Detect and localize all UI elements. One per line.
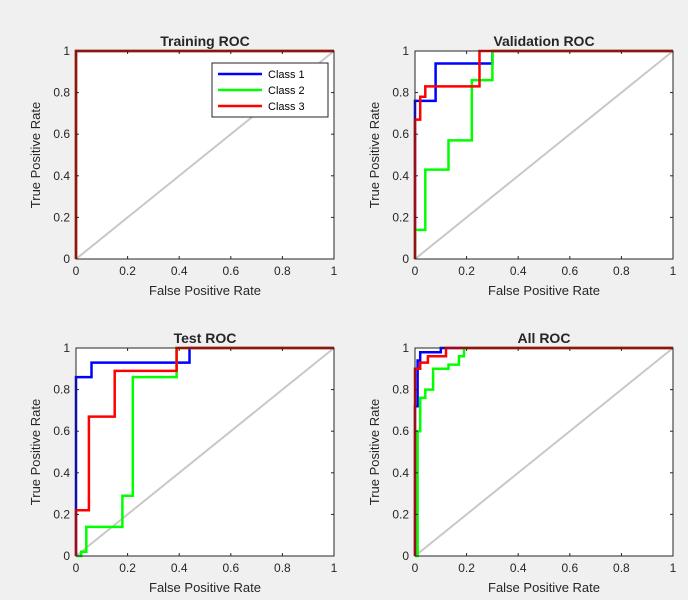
- chart-panel-4: 00 0.2 0.2 0.4 0.4 0.6 0.6 0.8 0.8 1 1 All ROC False…: [367, 330, 677, 595]
- y-tick-label: 0.6: [53, 424, 70, 438]
- series-line-class-3: [413, 346, 673, 556]
- series-line-class-2: [415, 346, 673, 558]
- x-tick-label: 0: [73, 264, 80, 278]
- chart-panel-1: 00 0.2 0.2 0.4 0.4 0.6 0.6 0.8 0.8 1 1 Training ROC…: [28, 33, 338, 298]
- x-tick-label: 0.8: [613, 561, 630, 575]
- x-tick-label: 0.8: [613, 264, 630, 278]
- x-tick-label: 0.8: [274, 264, 291, 278]
- x-tick-label: 0.4: [510, 561, 527, 575]
- y-tick-label: 1: [63, 341, 70, 355]
- y-axis-label: True Positive Rate: [28, 102, 43, 208]
- y-tick-label: 0.6: [392, 127, 409, 141]
- y-tick-label: 0.8: [392, 86, 409, 100]
- x-axis-label: False Positive Rate: [488, 580, 600, 595]
- x-tick-label: 0.6: [222, 561, 239, 575]
- y-axis-label: True Positive Rate: [367, 102, 382, 208]
- y-tick-label: 1: [402, 44, 409, 58]
- series-line-class-2: [76, 346, 334, 558]
- series-line-class-2: [413, 49, 673, 259]
- x-axis-label: False Positive Rate: [149, 283, 261, 298]
- x-tick-label: 0.4: [510, 264, 527, 278]
- chart-title: All ROC: [518, 330, 571, 346]
- y-tick-label: 0.8: [53, 86, 70, 100]
- axes-box: [414, 50, 674, 260]
- y-tick-label: 1: [402, 341, 409, 355]
- x-tick-label: 0.2: [458, 561, 475, 575]
- y-tick-label: 0: [402, 252, 409, 266]
- x-tick-label: 0.2: [458, 264, 475, 278]
- x-tick-label: 0.8: [274, 561, 291, 575]
- axes-box: [414, 347, 674, 557]
- chance-diagonal-line: [414, 347, 674, 557]
- y-tick-label: 0.8: [392, 383, 409, 397]
- y-tick-label: 0: [63, 252, 70, 266]
- x-tick-label: 0.4: [171, 561, 188, 575]
- x-axis-label: False Positive Rate: [149, 580, 261, 595]
- series-line-class-3: [413, 49, 673, 259]
- legend: Class 1 Class 2 Class 3: [211, 62, 329, 118]
- y-tick-label: 0.2: [53, 210, 70, 224]
- y-axis-label: True Positive Rate: [367, 399, 382, 505]
- legend-entry-label: Class 1: [268, 69, 305, 81]
- x-tick-label: 1: [331, 264, 338, 278]
- chance-diagonal-line: [414, 50, 674, 260]
- y-tick-label: 0.6: [53, 127, 70, 141]
- y-tick-label: 0.2: [392, 210, 409, 224]
- y-tick-label: 0.8: [53, 383, 70, 397]
- x-tick-label: 0: [412, 561, 419, 575]
- x-tick-label: 0.2: [119, 264, 136, 278]
- y-tick-label: 0.4: [53, 169, 70, 183]
- y-tick-label: 1: [63, 44, 70, 58]
- x-tick-label: 1: [331, 561, 338, 575]
- axes-box: [75, 347, 335, 557]
- chart-title: Training ROC: [160, 33, 249, 49]
- chart-title: Validation ROC: [493, 33, 594, 49]
- x-tick-label: 0.6: [222, 264, 239, 278]
- y-tick-label: 0.4: [392, 169, 409, 183]
- axes-box: [75, 50, 335, 260]
- series-line-class-3: [74, 346, 334, 556]
- y-tick-label: 0.6: [392, 424, 409, 438]
- y-axis-label: True Positive Rate: [28, 399, 43, 505]
- x-tick-label: 0.4: [171, 264, 188, 278]
- x-tick-label: 1: [670, 264, 677, 278]
- legend-entry-label: Class 2: [268, 85, 305, 97]
- x-tick-label: 0: [73, 561, 80, 575]
- x-axis-label: False Positive Rate: [488, 283, 600, 298]
- chart-title: Test ROC: [174, 330, 237, 346]
- y-tick-label: 0.4: [392, 466, 409, 480]
- y-tick-label: 0: [63, 549, 70, 563]
- x-tick-label: 1: [670, 561, 677, 575]
- x-tick-label: 0.2: [119, 561, 136, 575]
- legend-entry-label: Class 3: [268, 101, 305, 113]
- x-tick-label: 0: [412, 264, 419, 278]
- x-tick-label: 0.6: [561, 561, 578, 575]
- y-tick-label: 0.4: [53, 466, 70, 480]
- chart-panel-3: 00 0.2 0.2 0.4 0.4 0.6 0.6 0.8 0.8 1 1 Test ROC Fals…: [28, 330, 338, 595]
- chance-diagonal-line: [75, 347, 335, 557]
- y-tick-label: 0.2: [53, 507, 70, 521]
- y-tick-label: 0.2: [392, 507, 409, 521]
- chart-panel-2: 00 0.2 0.2 0.4 0.4 0.6 0.6 0.8 0.8 1 1 Validation R…: [367, 33, 677, 298]
- x-tick-label: 0.6: [561, 264, 578, 278]
- y-tick-label: 0: [402, 549, 409, 563]
